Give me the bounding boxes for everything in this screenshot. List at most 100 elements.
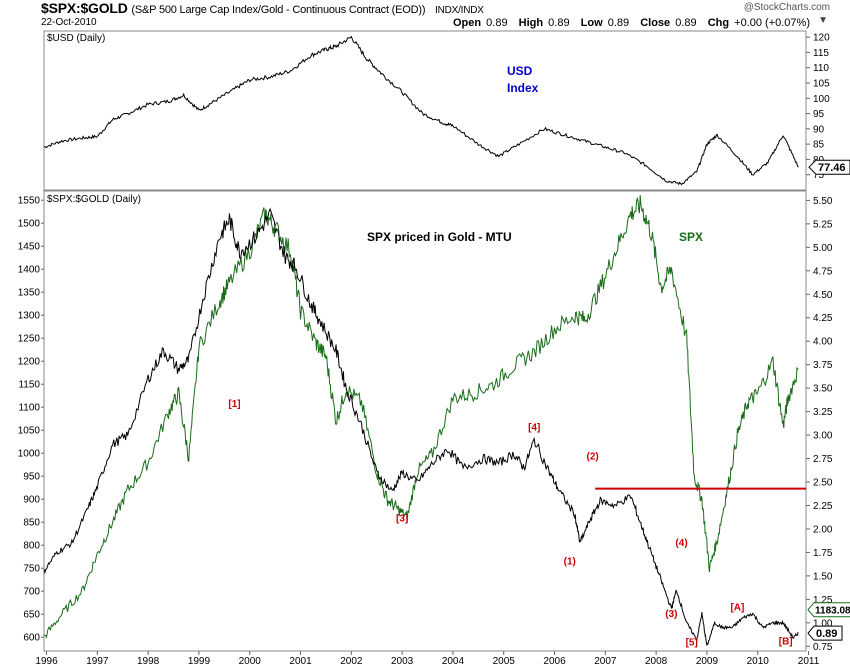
ratio-ytick-label: 1.25 — [813, 595, 833, 606]
stockcharts-brand[interactable]: @StockCharts.com — [743, 2, 830, 13]
spx-ytick-label: 800 — [23, 541, 40, 552]
wave-label: [3] — [396, 513, 408, 524]
wave-label: [B] — [779, 636, 793, 647]
wave-label: [A] — [730, 603, 744, 614]
ratio-last-value-box — [807, 625, 843, 641]
wave-label: (3) — [665, 609, 677, 620]
wave-label: [4] — [528, 422, 540, 433]
year-tick-label: 2000 — [239, 656, 262, 667]
ratio-ytick-label: 1.50 — [813, 571, 833, 582]
ratio-ytick-label: 2.25 — [813, 501, 833, 512]
ratio-ytick-label: 1.00 — [813, 618, 833, 629]
ratio-ytick-label: 3.25 — [813, 407, 833, 418]
open-value: 0.89 — [486, 17, 508, 29]
spx-series-label: SPX — [679, 230, 703, 244]
year-tick-label: 2003 — [391, 656, 414, 667]
year-tick-label: 1998 — [137, 656, 160, 667]
high-value: 0.89 — [548, 17, 570, 29]
year-tick-label: 2001 — [289, 656, 312, 667]
usd-ytick-label: 110 — [813, 63, 829, 74]
usd-ytick-label: 95 — [813, 109, 825, 120]
year-tick-label: 2010 — [747, 656, 770, 667]
ratio-ytick-label: 5.00 — [813, 243, 833, 254]
spx-last-value-badge: 1183.08 — [807, 602, 850, 618]
change-label: Chg — [707, 17, 730, 29]
ratio-last-value-badge: 0.89 — [807, 625, 843, 641]
usd-panel-title: $USD (Daily) — [47, 33, 105, 44]
spx-ytick-label: 1250 — [18, 334, 41, 345]
usd-ytick-label: 115 — [813, 48, 829, 59]
spx-ytick-label: 700 — [23, 587, 40, 598]
usd-ytick-label: 105 — [813, 78, 830, 89]
spx-ytick-label: 900 — [23, 495, 40, 506]
year-tick-label: 2006 — [543, 656, 566, 667]
ratio-ytick-label: 3.50 — [813, 384, 833, 395]
usd-plot-frame — [43, 30, 807, 191]
year-tick-label: 2004 — [442, 656, 465, 667]
year-tick-label: 2007 — [594, 656, 617, 667]
wave-label: [5] — [686, 637, 698, 648]
year-tick-label: 1996 — [35, 656, 58, 667]
spx-ytick-label: 1400 — [18, 265, 41, 276]
year-tick-label: 2009 — [696, 656, 719, 667]
chart-date: 22-Oct-2010 — [41, 17, 97, 28]
usd-series-line — [43, 35, 799, 186]
ratio-ytick-label: 4.75 — [813, 266, 833, 277]
spx-ytick-label: 850 — [23, 518, 40, 529]
main-panel: 0.75 1.00 1.25 1.50 1.75 2.00 2.25 2.50 2.75 3.00… — [18, 190, 850, 667]
collapse-arrow-icon[interactable]: ▼ — [818, 15, 828, 26]
exchange-text: INDX/INDX — [435, 5, 484, 16]
usd-panel: 7580859095100105110115120$USD (Daily)USD… — [43, 30, 850, 191]
ratio-ytick-label: 5.25 — [813, 219, 833, 230]
ratio-series-line — [43, 207, 799, 646]
spx-ytick-label: 1100 — [18, 403, 40, 414]
ratio-ytick-label: 5.50 — [813, 196, 833, 207]
ohlc-readout: Open 0.89 High 0.89 Low 0.89 Close 0.89 … — [453, 17, 810, 29]
ratio-ytick-label: 2.75 — [813, 454, 833, 465]
main-plot-frame — [43, 190, 807, 652]
ratio-ytick-label: 4.25 — [813, 313, 833, 324]
ratio-ytick-label: 4.50 — [813, 290, 833, 301]
spx-ytick-label: 1300 — [18, 311, 41, 322]
low-label: Low — [580, 17, 603, 29]
spx-ytick-label: 1500 — [18, 219, 41, 230]
wave-label: (4) — [675, 538, 687, 549]
spx-ytick-label: 1050 — [18, 426, 41, 437]
spx-ytick-label: 1450 — [18, 242, 41, 253]
ratio-ytick-label: 1.75 — [813, 548, 833, 559]
usd-ytick-label: 100 — [813, 94, 830, 105]
high-label: High — [518, 17, 544, 29]
low-value: 0.89 — [607, 17, 630, 29]
spx-ytick-label: 1150 — [18, 380, 40, 391]
spx-ytick-label: 1000 — [18, 449, 41, 460]
usd-annotation-line1: USD — [507, 64, 533, 78]
main-panel-title: $SPX:$GOLD (Daily) — [47, 194, 141, 205]
spx-series-line — [43, 195, 799, 639]
year-tick-label: 2008 — [645, 656, 668, 667]
spx-ytick-label: 1550 — [18, 196, 41, 207]
usd-last-value-badge: 77.46 — [808, 159, 850, 175]
open-label: Open — [452, 17, 482, 29]
ratio-ytick-label: 3.00 — [813, 431, 833, 442]
ratio-ytick-label: 3.75 — [813, 360, 833, 371]
ratio-ytick-label: 4.00 — [813, 337, 833, 348]
symbol-text: $SPX:$GOLD — [41, 0, 128, 16]
ratio-ytick-label: 0.75 — [813, 642, 833, 653]
spx-ytick-label: 600 — [23, 633, 40, 644]
usd-ytick-label: 85 — [813, 140, 825, 151]
usd-last-value: 77.46 — [818, 162, 846, 174]
year-tick-label: 2002 — [340, 656, 363, 667]
spx-ytick-label: 650 — [23, 610, 40, 621]
chart-symbol-title: $SPX:$GOLD (S&P 500 Large Cap Index/Gold… — [41, 0, 484, 16]
spx-last-value-box — [807, 602, 850, 618]
ratio-ytick-label: 2.00 — [813, 524, 833, 535]
usd-ytick-label: 120 — [813, 33, 830, 44]
usd-ytick-label: 90 — [813, 124, 825, 135]
spx-ytick-label: 950 — [23, 472, 40, 483]
change-value: +0.00 (+0.07%) — [734, 17, 810, 29]
year-tick-label: 1997 — [86, 656, 109, 667]
symbol-description: (S&P 500 Large Cap Index/Gold - Continuo… — [131, 4, 426, 16]
ratio-ytick-label: 2.50 — [813, 478, 833, 489]
spx-ytick-label: 1350 — [18, 288, 41, 299]
